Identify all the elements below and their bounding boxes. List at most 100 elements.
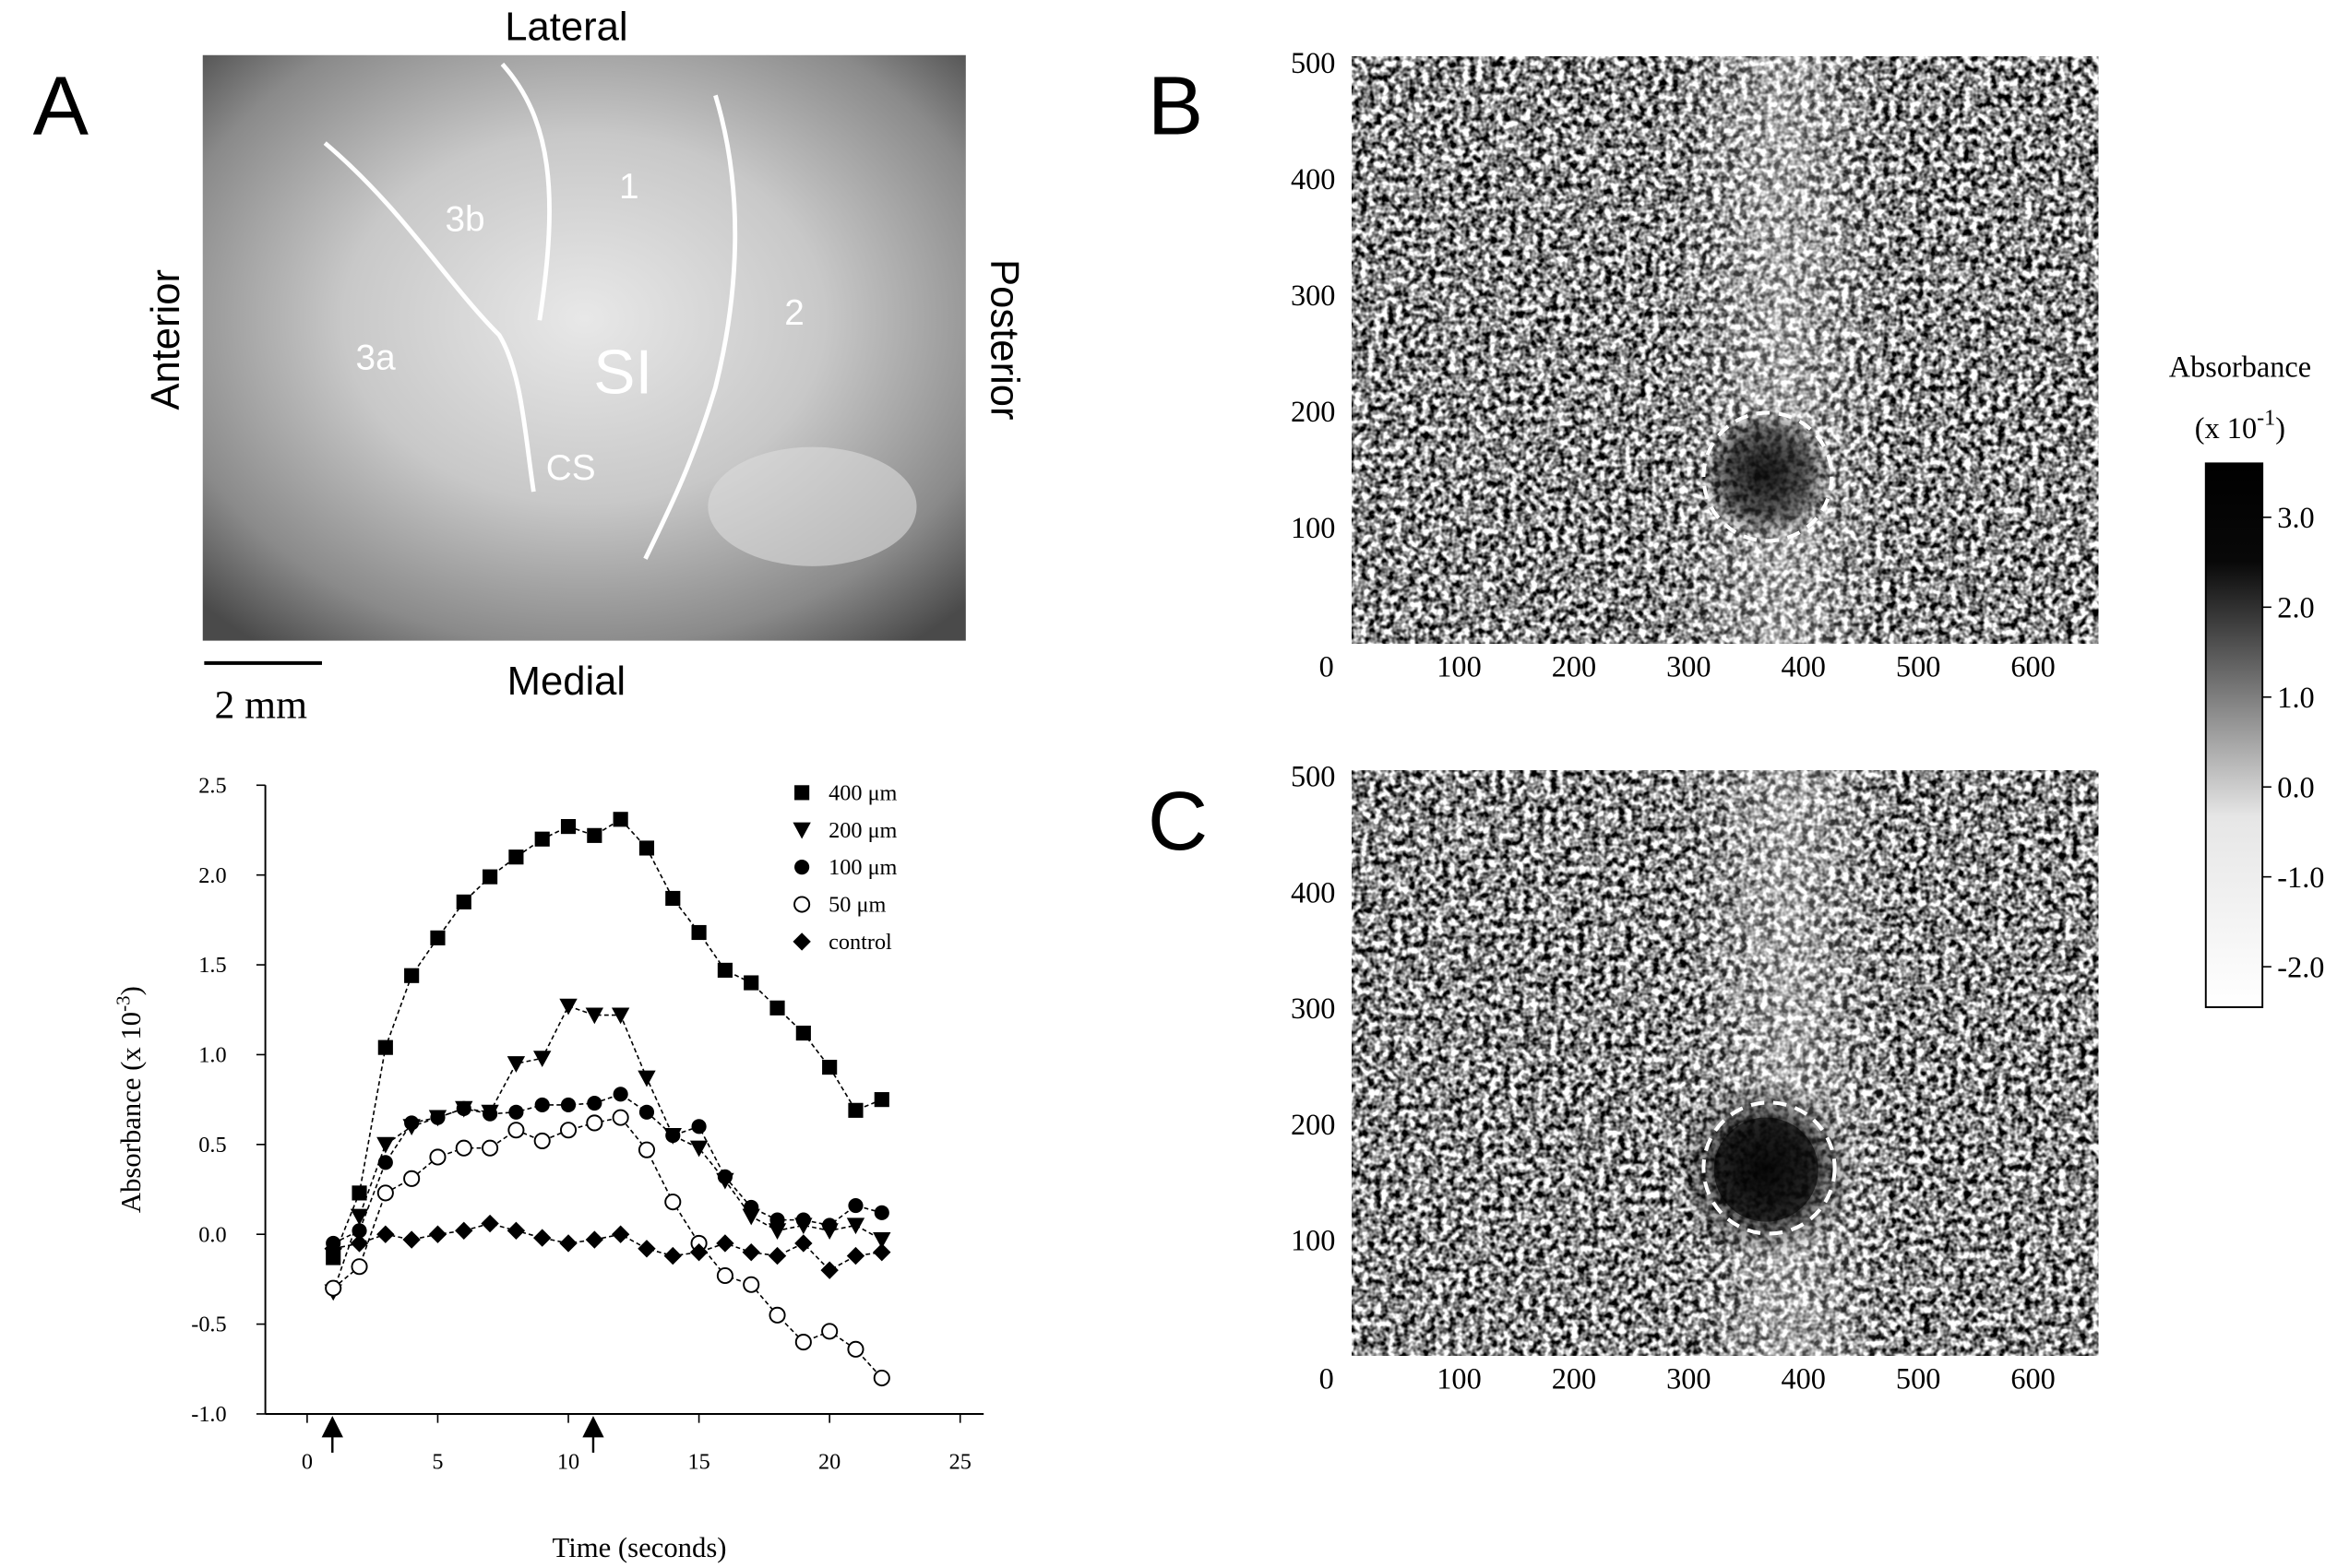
x-tick-label: 25 bbox=[949, 1450, 972, 1475]
point bbox=[326, 1250, 341, 1265]
point bbox=[507, 1221, 526, 1241]
point bbox=[769, 1212, 785, 1228]
point bbox=[846, 1246, 865, 1265]
point bbox=[560, 819, 577, 835]
y-axis-label-part: -3 bbox=[113, 995, 135, 1011]
point bbox=[352, 1185, 367, 1201]
point bbox=[533, 1229, 552, 1247]
point bbox=[743, 1276, 760, 1293]
sulcus-lines bbox=[323, 62, 738, 560]
point bbox=[586, 1114, 603, 1132]
point bbox=[534, 831, 550, 847]
point bbox=[611, 1007, 630, 1025]
legend-marker bbox=[794, 785, 810, 801]
point bbox=[821, 1323, 839, 1340]
x-tick-label: 600 bbox=[2010, 649, 2055, 683]
point bbox=[587, 1095, 602, 1111]
point bbox=[507, 1056, 526, 1073]
x-tick-label: 100 bbox=[1437, 649, 1481, 683]
colorbar-unit-part: -1 bbox=[2257, 405, 2275, 430]
point bbox=[638, 1240, 656, 1258]
colorbar-scale bbox=[2204, 462, 2264, 1008]
point bbox=[716, 1266, 733, 1285]
point bbox=[664, 1194, 682, 1211]
point bbox=[534, 1097, 550, 1113]
point bbox=[613, 812, 628, 827]
legend-marker bbox=[794, 860, 810, 875]
point bbox=[559, 998, 578, 1016]
legend-marker bbox=[793, 896, 811, 913]
y-tick-label: 1.0 bbox=[198, 1043, 226, 1068]
point bbox=[717, 962, 733, 978]
point bbox=[350, 1208, 369, 1226]
vessel-shade bbox=[1669, 56, 1893, 644]
x-tick-label: 500 bbox=[1896, 649, 1940, 683]
point bbox=[508, 1104, 524, 1120]
x-axis-label: Time (seconds) bbox=[553, 1532, 727, 1563]
point bbox=[377, 1039, 393, 1055]
x-tick-label: 0 bbox=[1319, 1362, 1334, 1396]
panel-label: C bbox=[1148, 775, 1208, 868]
point bbox=[560, 1097, 577, 1113]
point bbox=[768, 1246, 787, 1265]
legend-label: 50 μm bbox=[829, 893, 886, 918]
point bbox=[613, 1087, 628, 1102]
region-label: 2 bbox=[784, 293, 805, 333]
y-tick-label: 200 bbox=[1291, 395, 1335, 428]
x-tick-label: 5 bbox=[432, 1450, 443, 1475]
colorbar-tick-label: -1.0 bbox=[2277, 861, 2324, 894]
legend-marker bbox=[793, 822, 811, 839]
point bbox=[638, 840, 655, 856]
point bbox=[508, 849, 524, 865]
colorbar-tick-label: 1.0 bbox=[2277, 681, 2314, 714]
x-tick-label: 400 bbox=[1782, 649, 1826, 683]
panel-label: B bbox=[1148, 59, 1203, 152]
y-tick-label: 300 bbox=[1291, 279, 1335, 312]
y-axis-label: Absorbance (x 10-3) bbox=[113, 986, 147, 1213]
y-tick-label: 2.5 bbox=[198, 773, 226, 798]
orientation-label: Lateral bbox=[505, 6, 627, 50]
point bbox=[689, 1242, 709, 1262]
region-label: CS bbox=[546, 448, 596, 488]
legend-label: control bbox=[829, 930, 892, 955]
point bbox=[482, 1139, 499, 1157]
y-tick-label: 100 bbox=[1291, 1224, 1335, 1257]
point bbox=[352, 1223, 367, 1239]
point bbox=[873, 1242, 891, 1262]
region-label: SI bbox=[593, 338, 652, 407]
point bbox=[769, 1000, 785, 1016]
point bbox=[665, 890, 681, 907]
point bbox=[691, 924, 707, 941]
point bbox=[744, 1199, 759, 1216]
x-tick-label: 15 bbox=[687, 1450, 709, 1475]
point bbox=[638, 1104, 655, 1120]
region-label: 3a bbox=[356, 339, 397, 378]
legend-label: 400 μm bbox=[829, 780, 897, 805]
legend-label: 200 μm bbox=[829, 818, 897, 843]
point bbox=[404, 968, 420, 983]
point bbox=[585, 1230, 604, 1249]
point bbox=[822, 1059, 838, 1075]
orientation-label: Anterior bbox=[144, 269, 188, 410]
photo-highlight bbox=[708, 446, 917, 566]
point bbox=[351, 1258, 368, 1276]
colorbar-unit: (x 10-1) bbox=[2195, 405, 2285, 445]
y-tick-label: -1.0 bbox=[191, 1402, 226, 1427]
x-tick-label: 0 bbox=[1319, 649, 1334, 683]
point bbox=[820, 1261, 839, 1279]
point bbox=[559, 1122, 578, 1139]
y-tick-label: 300 bbox=[1291, 992, 1335, 1025]
x-tick-label: 20 bbox=[818, 1450, 841, 1475]
point bbox=[873, 1369, 890, 1387]
point bbox=[794, 1234, 813, 1253]
y-tick-label: 500 bbox=[1291, 760, 1335, 793]
point bbox=[744, 975, 759, 991]
y-axis-label-part: ) bbox=[115, 986, 147, 995]
y-tick-label: 200 bbox=[1291, 1108, 1335, 1141]
point bbox=[638, 1070, 656, 1087]
region-label: 1 bbox=[619, 167, 639, 207]
point bbox=[430, 930, 446, 945]
point bbox=[455, 1139, 472, 1157]
image-c bbox=[1352, 770, 2099, 1356]
